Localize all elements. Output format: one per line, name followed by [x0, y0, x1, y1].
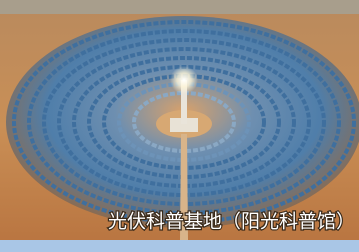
sky-bottom: [0, 240, 359, 252]
caption: 光伏科普基地（阳光科普馆）: [108, 211, 355, 233]
receiver-glow: [170, 66, 198, 94]
page: 光伏科普基地（阳光科普馆） (() => { const data = JSON…: [0, 0, 359, 252]
photo: 光伏科普基地（阳光科普馆）: [0, 0, 359, 252]
sky-top: [0, 0, 359, 14]
